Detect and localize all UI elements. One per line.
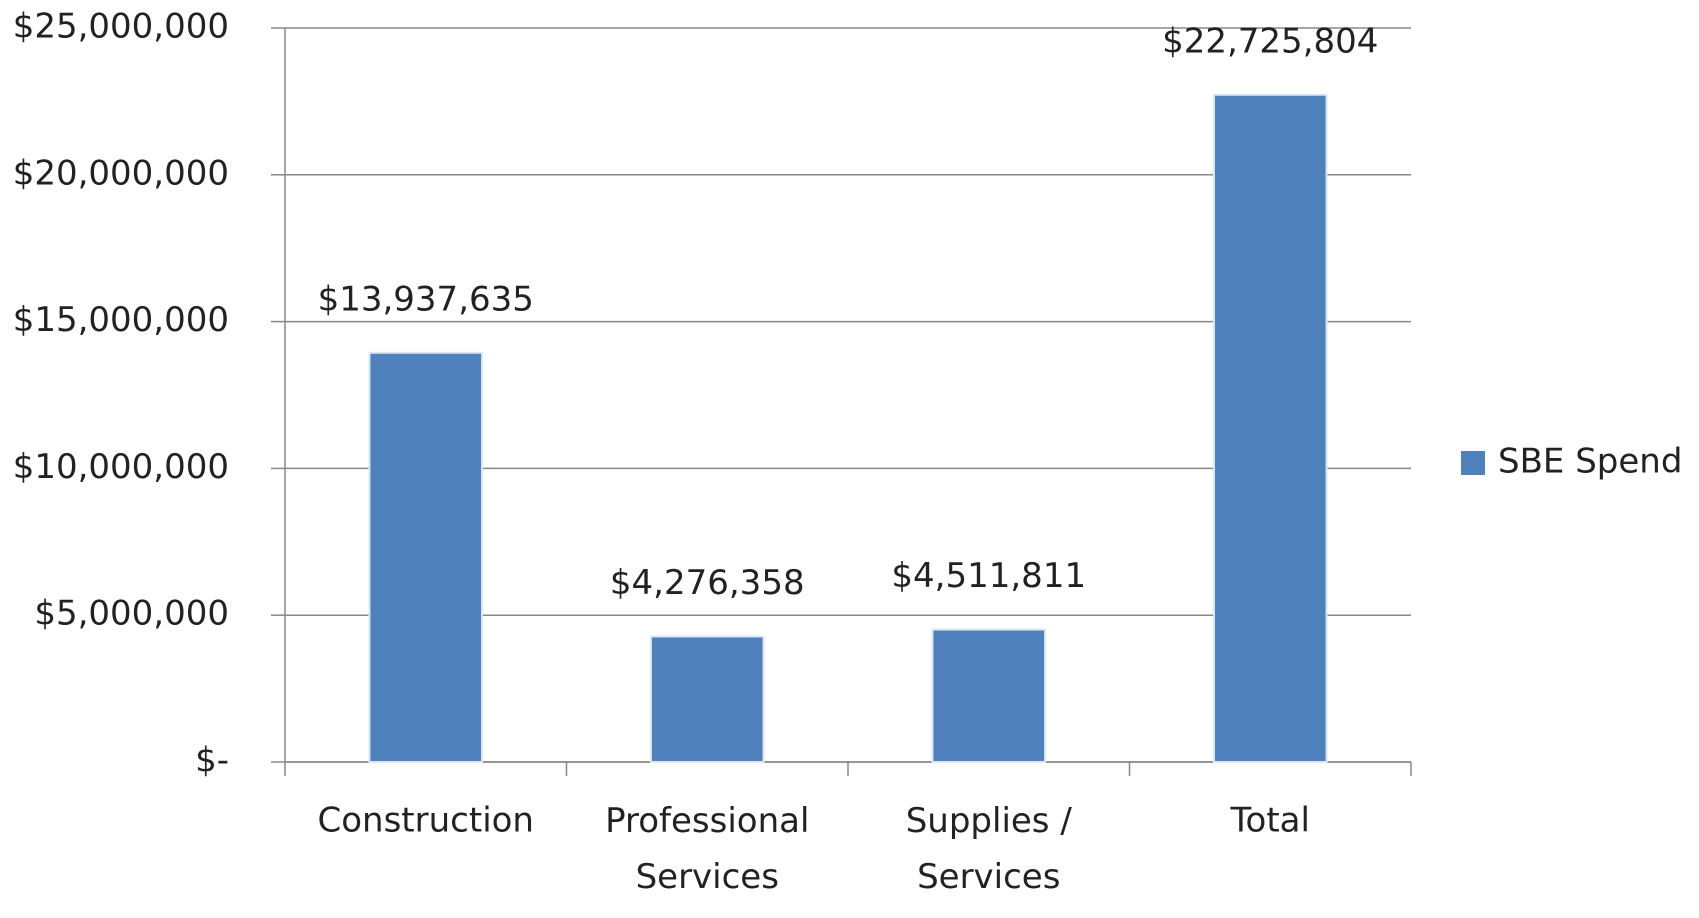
y-tick-label: $25,000,000 [13,7,229,47]
x-tick-label: Construction [318,801,534,841]
legend-swatch [1461,451,1485,475]
y-tick-label: $20,000,000 [13,153,229,193]
y-tick-label: $15,000,000 [13,300,229,340]
bar [368,351,484,763]
bar [649,635,765,763]
y-tick-label: $- [195,741,229,781]
x-tick-label: Supplies / Services [906,801,1073,897]
data-label: $4,511,811 [891,556,1086,596]
legend-label: SBE Spend [1498,442,1682,482]
data-label: $22,725,804 [1162,21,1378,61]
x-tick-label: Total [1230,801,1310,841]
bar [931,628,1047,763]
x-tick-label: Professional Services [605,801,809,897]
bar [1212,93,1328,764]
data-label: $4,276,358 [610,563,805,603]
y-tick-label: $5,000,000 [34,594,229,634]
y-tick-label: $10,000,000 [13,447,229,487]
data-label: $13,937,635 [318,279,534,319]
